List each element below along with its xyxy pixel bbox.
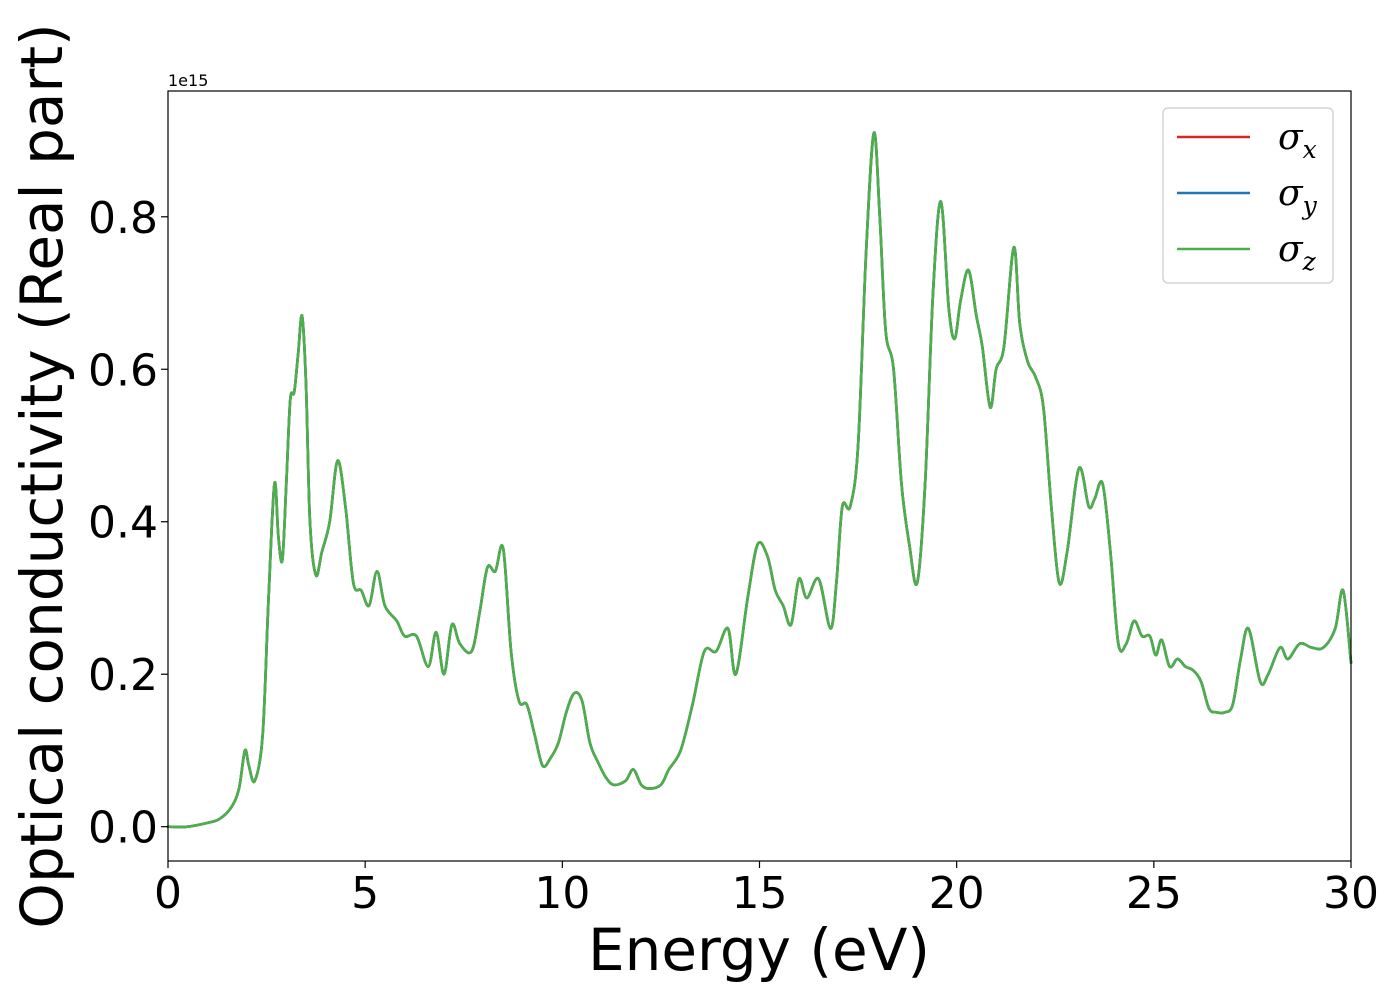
x-tick-label: 30 xyxy=(1323,868,1379,919)
x-tick-label: 15 xyxy=(732,868,788,919)
y-tick-label: 0.8 xyxy=(88,193,158,244)
x-axis-ticks: 0 5 10 15 20 25 30 xyxy=(154,861,1379,919)
x-tick-label: 0 xyxy=(154,868,182,919)
plot-lines xyxy=(166,131,1353,829)
x-tick-label: 25 xyxy=(1126,868,1182,919)
x-axis-title: Energy (eV) xyxy=(588,916,930,984)
y-axis-ticks: 0.0 0.2 0.4 0.6 0.8 xyxy=(88,193,168,854)
legend-box xyxy=(1162,107,1334,284)
y-tick-label: 0.4 xyxy=(88,498,158,549)
y-axis-title: Optical conductivity (Real part) xyxy=(8,23,76,928)
x-tick-label: 5 xyxy=(351,868,379,919)
series-line-z xyxy=(166,131,1353,829)
y-tick-label: 0.0 xyxy=(88,803,158,854)
y-offset-label: 1e15 xyxy=(168,71,208,90)
x-tick-label: 20 xyxy=(929,868,985,919)
y-tick-label: 0.2 xyxy=(88,650,158,701)
x-tick-label: 10 xyxy=(534,868,590,919)
legend-label-x: σx xyxy=(1278,117,1317,164)
y-tick-label: 0.6 xyxy=(88,345,158,396)
